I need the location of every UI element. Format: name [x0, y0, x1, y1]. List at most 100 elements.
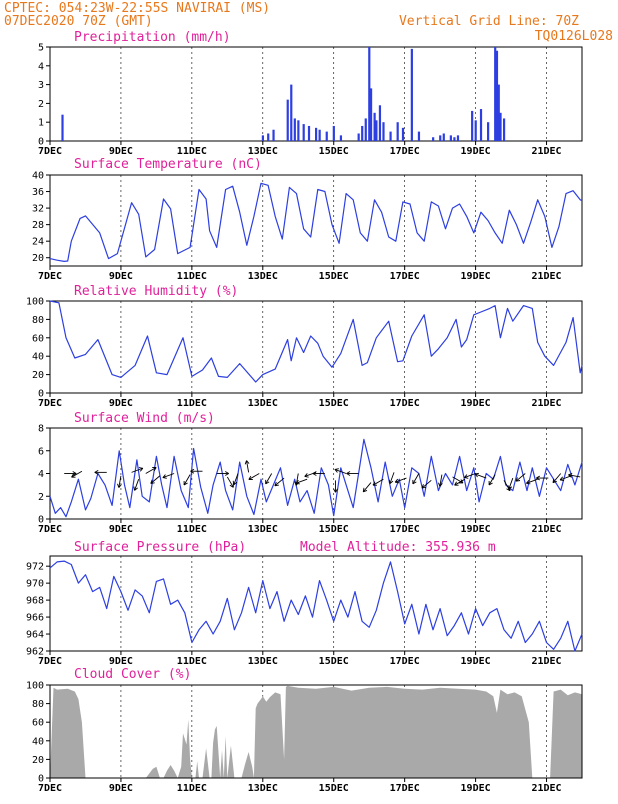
pressure-xtick-label: 9DEC: [109, 656, 133, 667]
precipitation-xtick-label: 7DEC: [38, 146, 62, 157]
wind-wind-arrow: [184, 475, 190, 485]
wind-title: Surface Wind (m/s): [74, 411, 215, 426]
wind-arrow-head: [163, 478, 167, 479]
wind-wind-arrow: [347, 472, 359, 476]
precipitation-bar: [382, 122, 384, 141]
precipitation-bar: [294, 118, 296, 141]
wind-arrow-head: [438, 483, 439, 487]
precipitation-bar: [475, 120, 477, 141]
precipitation-bar: [503, 118, 505, 141]
temperature-xtick-label: 15DEC: [319, 271, 349, 282]
precipitation-bar: [319, 130, 321, 141]
precipitation-bar: [379, 105, 381, 141]
cloud-xtick-label: 13DEC: [248, 783, 278, 794]
precipitation-bar: [375, 120, 377, 141]
precipitation-bar: [272, 130, 274, 141]
precipitation-bar: [370, 88, 372, 141]
wind-arrow-head: [464, 478, 468, 479]
cloud-area: [50, 686, 582, 778]
wind-wind-arrow: [134, 479, 139, 490]
precipitation-bar: [287, 100, 289, 141]
cloud-ytick-label: 20: [32, 755, 44, 766]
precipitation-bar: [402, 128, 404, 141]
humidity-xtick-label: 9DEC: [109, 398, 133, 409]
pressure-xtick-label: 19DEC: [461, 656, 491, 667]
cloud-xtick-label: 9DEC: [109, 783, 133, 794]
wind-wind-arrow: [464, 474, 475, 479]
wind-arrow-head: [526, 483, 530, 484]
precipitation-bar: [358, 133, 360, 141]
wind-wind-arrow: [455, 479, 465, 485]
wind-wind-arrow: [95, 470, 107, 474]
pressure-title: Surface Pressure (hPa): [74, 540, 246, 555]
precipitation-xtick-label: 17DEC: [390, 146, 420, 157]
pressure-xtick-label: 15DEC: [319, 656, 349, 667]
cloud-ytick-label: 60: [32, 718, 44, 729]
wind-wind-arrow: [163, 474, 174, 479]
temperature-series-line: [50, 183, 582, 261]
pressure-ytick-label: 968: [26, 596, 44, 607]
wind-wind-arrow: [395, 478, 406, 483]
humidity-series-line: [50, 301, 582, 382]
wind-ytick-label: 6: [38, 446, 44, 457]
pressure-ytick-label: 972: [26, 562, 44, 573]
precipitation-bar: [457, 135, 459, 141]
header-grid-line: Vertical Grid Line: 70Z: [399, 14, 579, 29]
precipitation-bar: [418, 132, 420, 141]
wind-arrow-shaft: [151, 476, 160, 484]
wind-wind-arrow: [117, 476, 121, 488]
precipitation-bar: [365, 118, 367, 141]
humidity-ytick-label: 20: [32, 370, 44, 381]
precipitation-bar: [297, 120, 299, 141]
pressure-ytick-label: 970: [26, 579, 44, 590]
precipitation-bar: [411, 49, 413, 141]
precipitation-bar: [443, 133, 445, 141]
precipitation-xtick-label: 19DEC: [461, 146, 491, 157]
wind-arrow-head: [305, 476, 309, 477]
wind-wind-arrow: [363, 483, 371, 492]
cloud-xtick-label: 19DEC: [461, 783, 491, 794]
wind-arrow-head: [117, 484, 118, 488]
wind-arrow-shaft: [553, 474, 561, 483]
precipitation-xtick-label: 15DEC: [319, 146, 349, 157]
humidity-xtick-label: 11DEC: [177, 398, 207, 409]
precipitation-frame: [50, 47, 582, 141]
temperature-ytick-label: 32: [32, 204, 44, 215]
precipitation-xtick-label: 21DEC: [531, 146, 561, 157]
precipitation-ytick-label: 1: [38, 118, 44, 129]
wind-xtick-label: 9DEC: [109, 524, 133, 535]
wind-ytick-label: 8: [38, 424, 44, 435]
precipitation-bar: [499, 113, 501, 141]
precipitation-bar: [340, 135, 342, 141]
temperature-xtick-label: 21DEC: [531, 271, 561, 282]
humidity-frame: [50, 301, 582, 393]
precipitation-bar: [267, 133, 269, 141]
precipitation-bar: [432, 137, 434, 141]
wind-wind-arrow: [191, 469, 203, 473]
cloud-xtick-label: 15DEC: [319, 783, 349, 794]
temperature-xtick-label: 9DEC: [109, 271, 133, 282]
precipitation-xtick-label: 13DEC: [248, 146, 278, 157]
temperature-ytick-label: 24: [32, 237, 44, 248]
wind-wind-arrow: [553, 474, 561, 483]
wind-xtick-label: 19DEC: [461, 524, 491, 535]
temperature-panel: Surface Temperature (nC)2024283236407DEC…: [32, 157, 582, 282]
wind-wind-arrow: [151, 476, 160, 484]
humidity-xtick-label: 17DEC: [390, 398, 420, 409]
precipitation-ytick-label: 4: [38, 61, 44, 72]
wind-xtick-label: 11DEC: [177, 524, 207, 535]
humidity-ytick-label: 60: [32, 333, 44, 344]
wind-xtick-label: 21DEC: [531, 524, 561, 535]
precipitation-bar: [471, 111, 473, 141]
wind-arrow-head: [139, 468, 143, 469]
header-model-code: TQ0126L028: [535, 29, 613, 44]
wind-xtick-label: 13DEC: [248, 524, 278, 535]
temperature-xtick-label: 19DEC: [461, 271, 491, 282]
precipitation-bar: [450, 135, 452, 141]
temperature-title: Surface Temperature (nC): [74, 157, 262, 172]
